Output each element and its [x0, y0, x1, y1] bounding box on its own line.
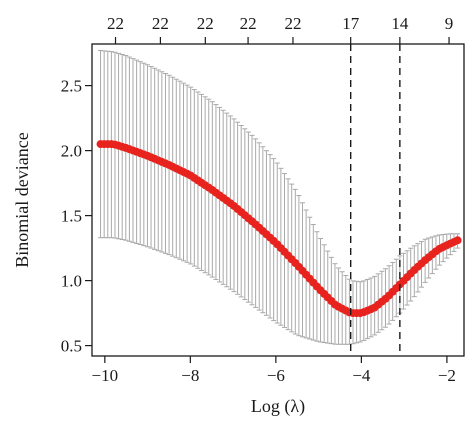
top-tick-label: 9 [445, 14, 454, 33]
y-axis-title: Binomial deviance [12, 132, 32, 267]
y-tick-label: 2.5 [61, 77, 82, 96]
y-axis: 0.5 1.0 1.5 2.0 2.5 [61, 77, 92, 356]
plot-frame [91, 43, 465, 357]
x-tick-label: −8 [181, 366, 199, 385]
top-axis: 22 22 22 22 22 17 14 9 [107, 14, 453, 44]
top-tick-label: 22 [284, 14, 301, 33]
error-bars [98, 50, 461, 345]
top-tick-label: 22 [197, 14, 214, 33]
mean-point [453, 236, 462, 245]
x-tick-label: −4 [352, 366, 371, 385]
y-tick-label: 2.0 [61, 142, 82, 161]
x-tick-label: −6 [267, 366, 285, 385]
y-tick-label: 1.0 [61, 272, 82, 291]
y-tick-label: 0.5 [61, 337, 82, 356]
top-tick-label: 22 [152, 14, 169, 33]
y-tick-label: 1.5 [61, 207, 82, 226]
x-axis: −10 −8 −6 −4 −2 [92, 356, 456, 385]
mean-points [96, 140, 462, 318]
x-tick-label: −10 [92, 366, 119, 385]
x-tick-label: −2 [438, 366, 456, 385]
top-tick-label: 22 [107, 14, 124, 33]
top-tick-label: 14 [391, 14, 409, 33]
top-tick-label: 17 [342, 14, 360, 33]
top-tick-label: 22 [240, 14, 257, 33]
reference-lines [349, 44, 401, 356]
x-axis-title: Log (λ) [251, 396, 305, 417]
